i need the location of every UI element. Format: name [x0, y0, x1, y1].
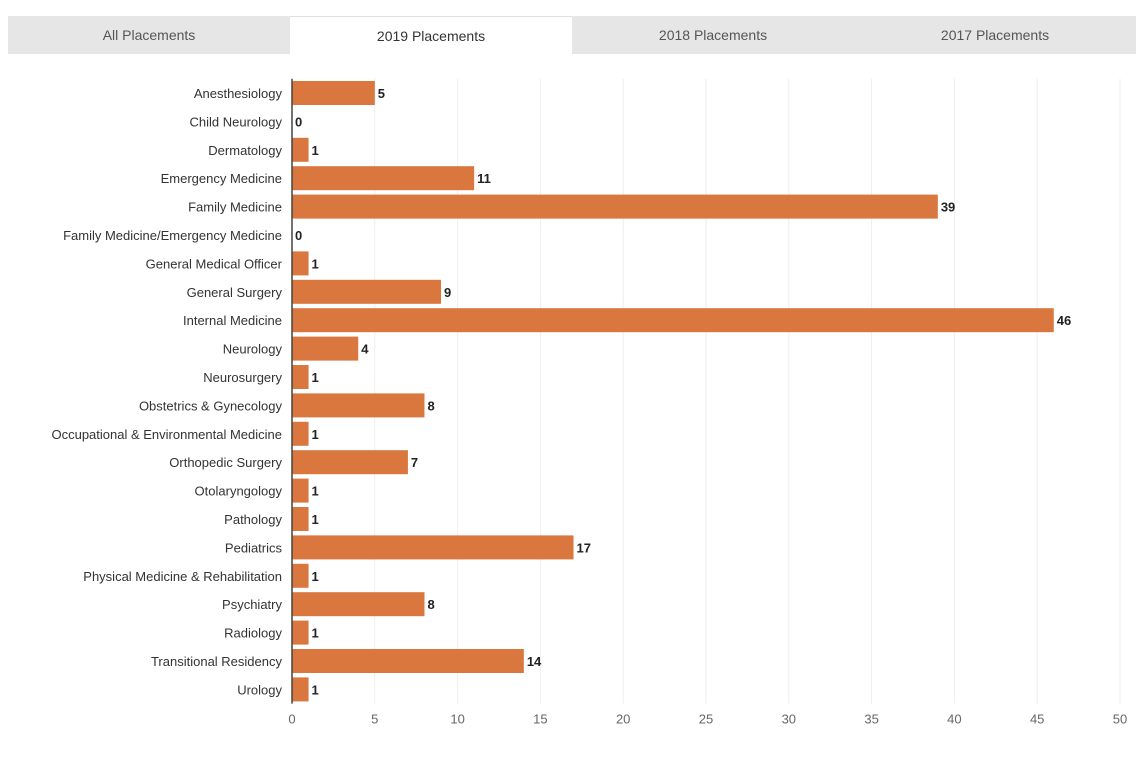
tab-all-placements[interactable]: All Placements	[102, 27, 196, 43]
bar	[292, 166, 475, 191]
x-tick-label: 15	[533, 712, 547, 727]
value-label: 5	[378, 86, 385, 101]
value-label: 1	[312, 427, 319, 442]
bar	[292, 563, 309, 588]
tab-2019-placements[interactable]: 2019 Placements	[290, 16, 572, 54]
value-label: 0	[295, 228, 302, 243]
value-label: 1	[312, 682, 319, 697]
bar	[292, 649, 524, 673]
category-label: Emergency Medicine	[161, 171, 282, 186]
value-label: 8	[427, 597, 434, 612]
category-label: Child Neurology	[190, 114, 283, 129]
bar	[292, 507, 309, 531]
tab-2017-placements[interactable]: 2017 Placements	[940, 27, 1050, 43]
bar	[292, 308, 1054, 333]
value-label: 1	[312, 512, 319, 527]
category-label: Orthopedic Surgery	[169, 455, 282, 470]
x-axis-tick-labels: 0 5 10 15 20 25 30 35 40 45 50	[288, 712, 1127, 727]
placement-tabs: All Placements 2019 Placements 2018 Plac…	[8, 16, 1136, 54]
category-label: Neurosurgery	[203, 370, 282, 385]
value-label: 8	[427, 398, 434, 413]
category-label: Pediatrics	[225, 540, 283, 555]
bar	[292, 194, 938, 219]
bar	[292, 478, 309, 503]
category-label: Obstetrics & Gynecology	[139, 398, 283, 413]
category-label: Transitional Residency	[151, 654, 283, 669]
category-label: Family Medicine	[188, 200, 282, 215]
x-tick-label: 40	[947, 712, 961, 727]
bar	[292, 251, 309, 276]
category-label: Urology	[237, 682, 282, 697]
category-label: Otolaryngology	[195, 484, 283, 499]
category-label: General Surgery	[187, 285, 283, 300]
x-tick-label: 25	[699, 712, 713, 727]
category-label: Dermatology	[208, 143, 282, 158]
bar	[292, 421, 309, 446]
category-label: General Medical Officer	[146, 256, 283, 271]
category-label: Occupational & Environmental Medicine	[51, 427, 282, 442]
bar	[292, 620, 309, 645]
value-label: 1	[312, 484, 319, 499]
bar	[292, 279, 442, 304]
value-label: 1	[312, 256, 319, 271]
x-tick-label: 10	[450, 712, 464, 727]
bar	[292, 535, 574, 560]
category-label: Anesthesiology	[194, 86, 283, 101]
bar	[292, 81, 375, 105]
bar	[292, 677, 309, 702]
category-label: Neurology	[223, 342, 283, 357]
bar	[292, 450, 408, 475]
value-label: 1	[312, 143, 319, 158]
bar	[292, 393, 425, 418]
value-label: 14	[527, 654, 542, 669]
value-label: 46	[1057, 313, 1071, 328]
value-label: 1	[312, 626, 319, 641]
x-tick-label: 35	[864, 712, 878, 727]
bar	[292, 365, 309, 389]
x-tick-label: 45	[1030, 712, 1044, 727]
x-tick-label: 0	[288, 712, 295, 727]
bar	[292, 592, 425, 617]
value-label: 17	[577, 540, 591, 555]
x-tick-label: 5	[371, 712, 378, 727]
placements-bar-chart: Anesthesiology Child Neurology Dermatology…	[51, 78, 1127, 727]
value-label: 7	[411, 455, 418, 470]
value-label: 1	[312, 370, 319, 385]
value-label: 11	[477, 171, 491, 186]
category-labels: Anesthesiology Child Neurology Dermatology…	[51, 86, 282, 697]
x-tick-label: 50	[1113, 712, 1127, 727]
bar	[292, 336, 359, 361]
tab-2018-placements[interactable]: 2018 Placements	[658, 27, 768, 43]
value-label: 39	[941, 200, 955, 215]
x-tick-label: 30	[782, 712, 796, 727]
value-label: 4	[361, 342, 369, 357]
value-label: 0	[295, 114, 302, 129]
category-label: Radiology	[224, 626, 282, 641]
category-label: Family Medicine/Emergency Medicine	[63, 228, 282, 243]
x-tick-label: 20	[616, 712, 630, 727]
bar	[292, 137, 309, 162]
category-label: Psychiatry	[222, 597, 282, 612]
category-label: Physical Medicine & Rehabilitation	[83, 569, 282, 584]
value-label: 9	[444, 285, 451, 300]
category-label: Internal Medicine	[183, 313, 282, 328]
value-label: 1	[312, 569, 319, 584]
bars	[292, 81, 1054, 702]
category-label: Pathology	[224, 512, 282, 527]
